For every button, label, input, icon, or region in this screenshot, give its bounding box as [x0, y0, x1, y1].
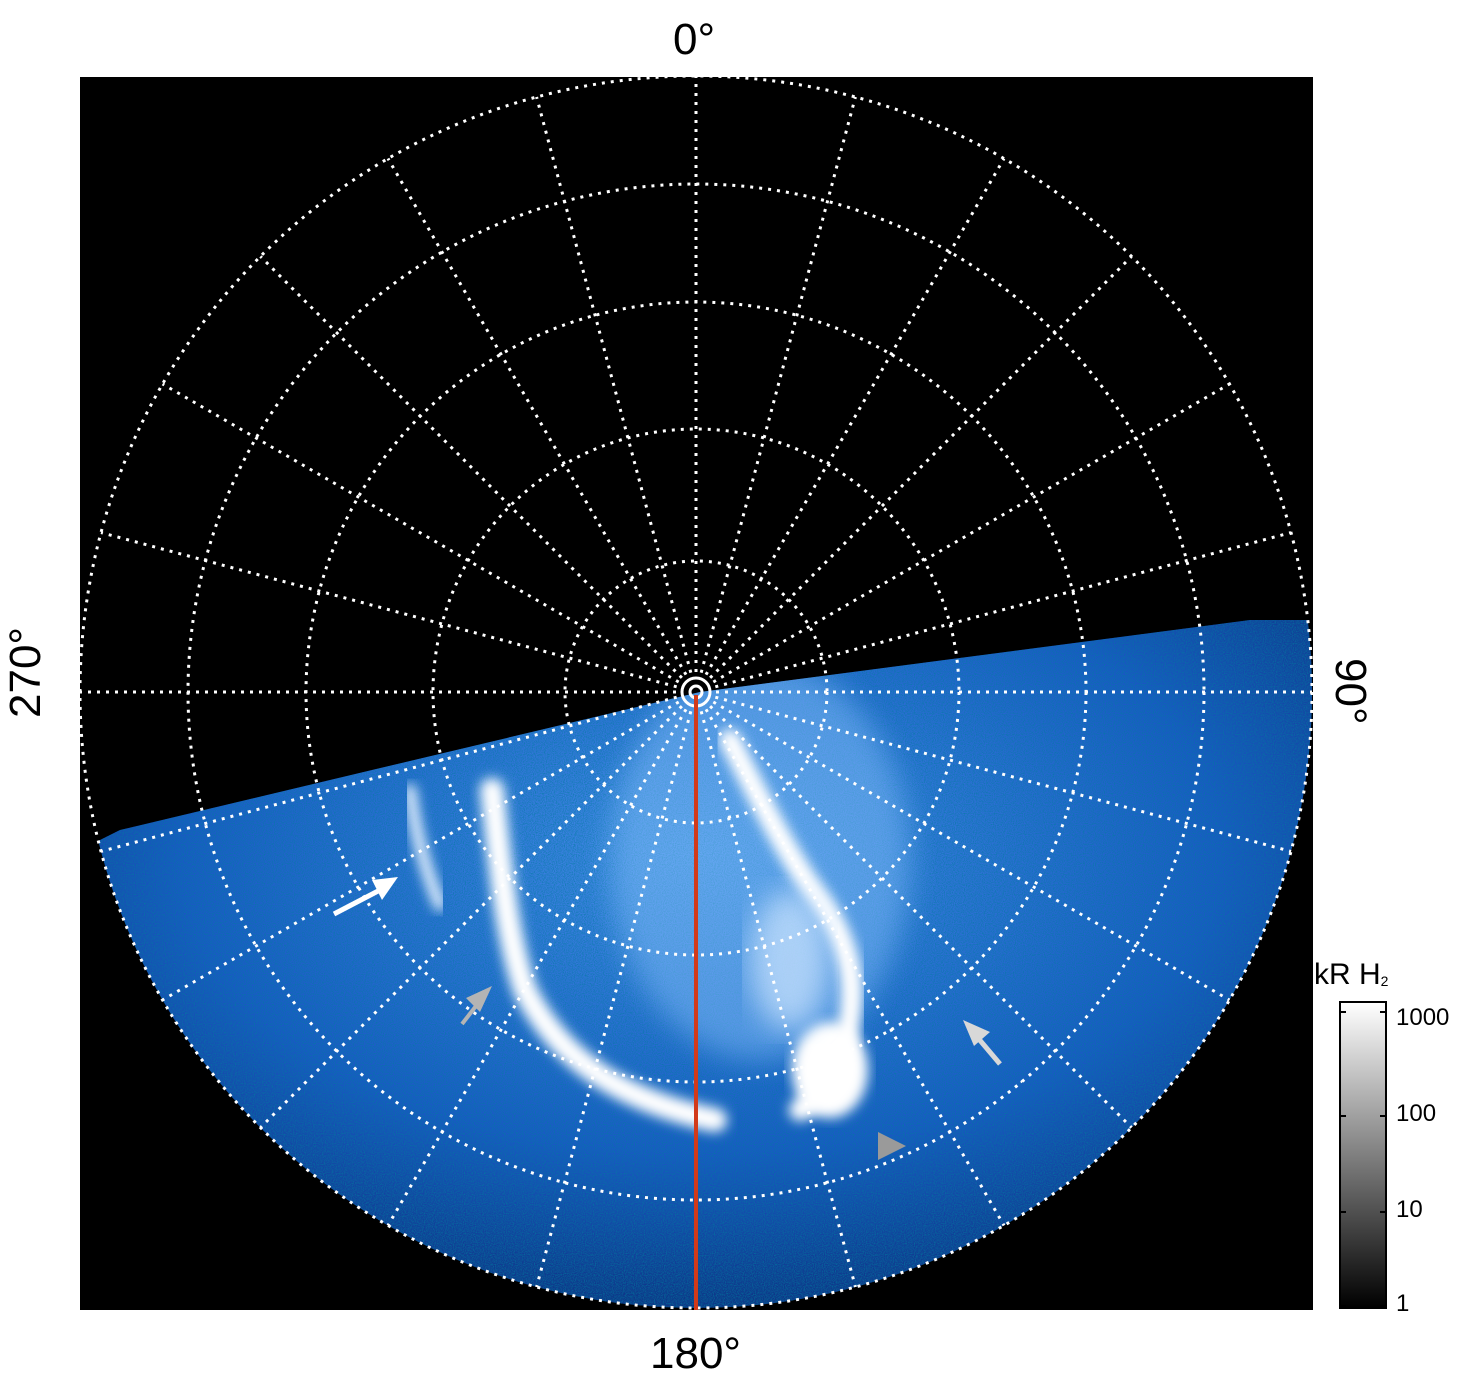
- meridian-line: [161, 700, 680, 1002]
- meridian-line: [714, 531, 1292, 689]
- meridian-line: [712, 382, 1231, 684]
- colorbar-title-subscript: 2: [1380, 973, 1389, 989]
- grey-triangle-left: [460, 986, 492, 1026]
- white-arrow-left: [332, 877, 398, 917]
- colorbar-title: kR H2: [1314, 958, 1388, 992]
- meridian-line: [100, 531, 678, 689]
- meridian-line: [386, 708, 688, 1227]
- colorbar: [1339, 1001, 1387, 1309]
- meridian-line: [699, 96, 857, 674]
- longitude-label-top: 0°: [673, 15, 716, 64]
- meridian-line: [704, 157, 1006, 676]
- meridian-line: [386, 157, 688, 676]
- meridian-line: [535, 96, 693, 674]
- meridian-line: [161, 382, 680, 684]
- colorbar-tick-label: 1: [1396, 1290, 1410, 1317]
- meridian-line: [714, 695, 1292, 853]
- meridian-line: [535, 710, 693, 1288]
- colorbar-tick-label: 100: [1396, 1100, 1437, 1127]
- longitude-label-bottom: 180°: [650, 1329, 742, 1378]
- meridian-line: [259, 705, 683, 1129]
- meridian-line: [709, 705, 1133, 1129]
- grey-triangle-right: [878, 1132, 906, 1160]
- white-arrow-right: [963, 1020, 1002, 1066]
- colorbar-tick-label: 10: [1396, 1196, 1423, 1223]
- meridian-line: [699, 710, 857, 1288]
- longitude-label-right: 90°: [1326, 658, 1375, 725]
- polar-meridians: [80, 76, 1312, 1308]
- meridian-line: [100, 695, 678, 853]
- meridian-line: [259, 255, 683, 679]
- longitude-label-left: 270°: [1, 626, 50, 718]
- meridian-line: [712, 700, 1231, 1002]
- meridian-line: [704, 708, 1006, 1227]
- colorbar-title-text: kR H: [1314, 958, 1381, 991]
- colorbar-tick-label: 1000: [1396, 1004, 1450, 1031]
- meridian-line: [709, 255, 1133, 679]
